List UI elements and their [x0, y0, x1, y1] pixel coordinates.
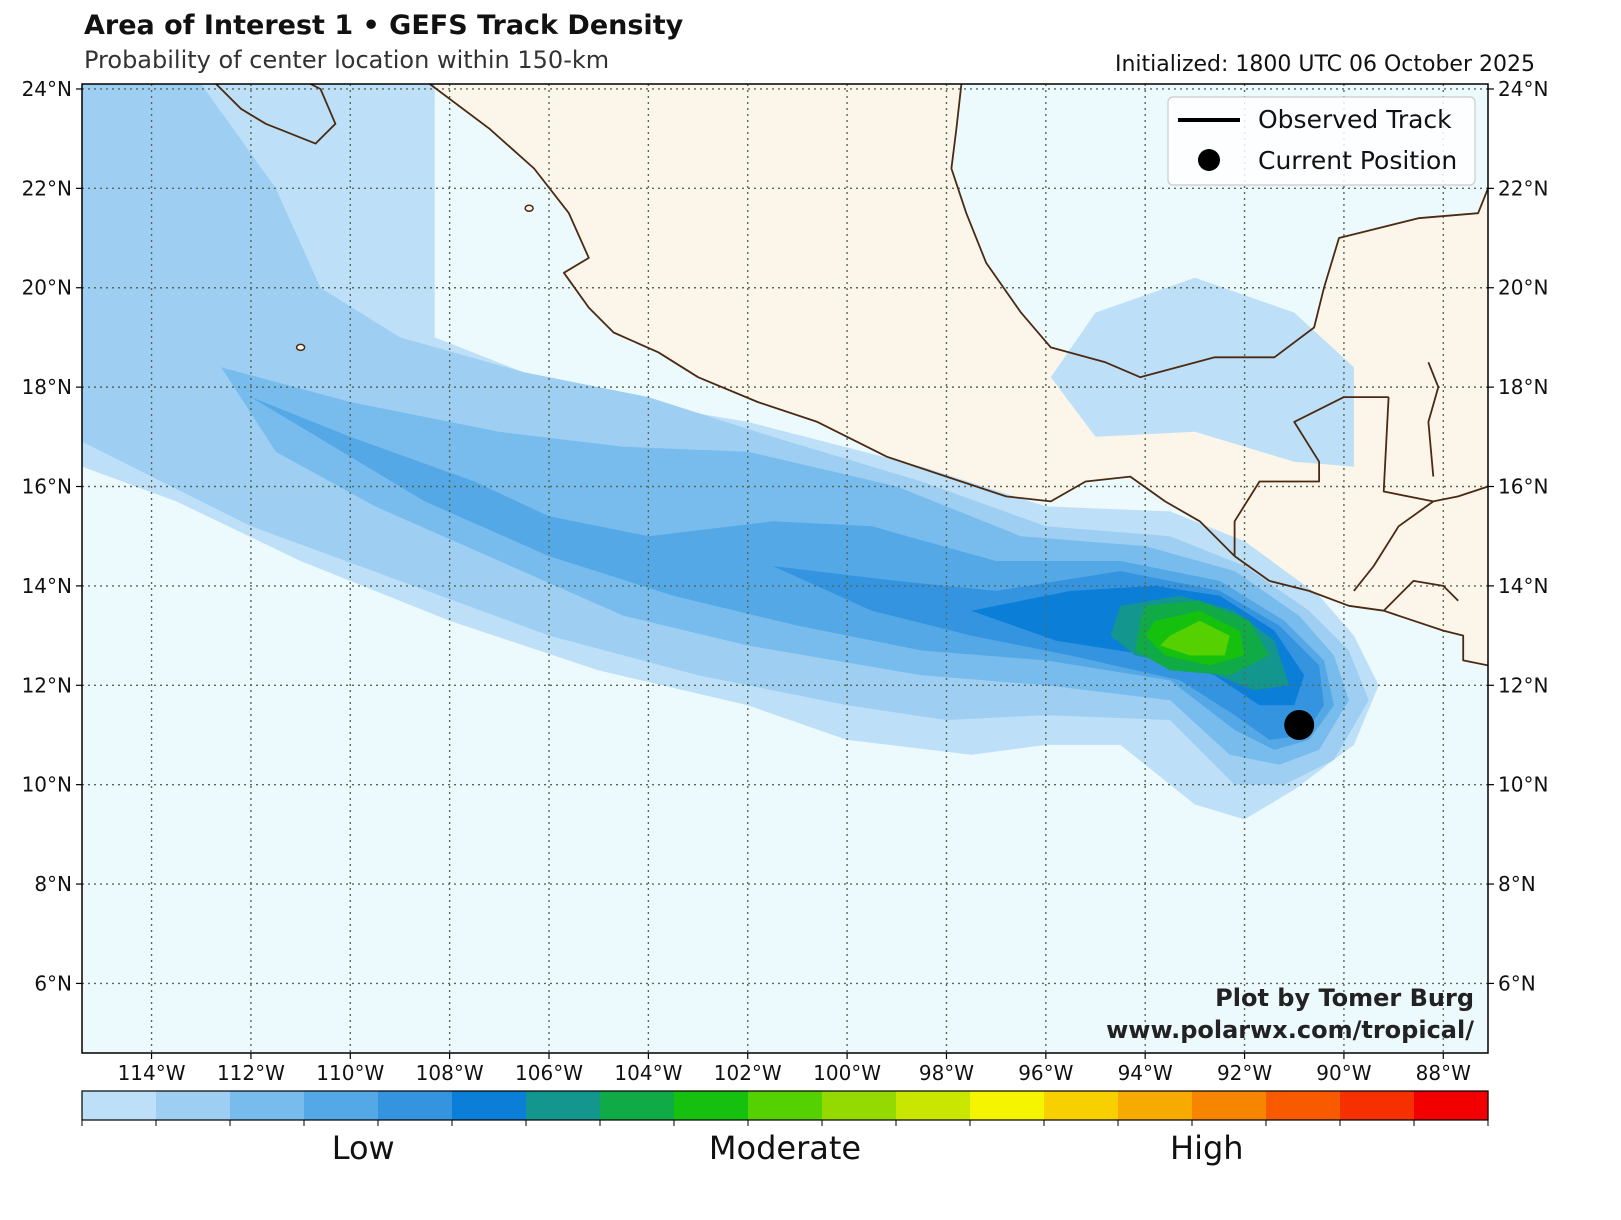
lat-tick-label-right: 8°N: [1498, 872, 1536, 896]
lat-tick-label-right: 18°N: [1498, 375, 1548, 399]
colorbar-label: High: [1170, 1129, 1244, 1167]
lat-tick-label-left: 6°N: [34, 971, 72, 995]
legend-box: [1167, 96, 1476, 186]
lat-tick-label-right: 14°N: [1498, 574, 1548, 598]
colorbar-swatch: [748, 1091, 823, 1120]
colorbar-swatch: [600, 1091, 675, 1120]
lat-tick-label-right: 20°N: [1498, 276, 1548, 300]
colorbar-swatch: [1118, 1091, 1193, 1120]
colorbar-swatch: [526, 1091, 601, 1120]
lon-tick-label: 112°W: [217, 1061, 285, 1085]
colorbar-swatch: [822, 1091, 897, 1120]
colorbar-swatch: [896, 1091, 971, 1120]
lat-tick-label-left: 16°N: [22, 475, 72, 499]
coastline: [1353, 500, 1434, 592]
density-layer: [82, 84, 1379, 820]
island: [524, 204, 534, 212]
colorbar-swatch: [674, 1091, 749, 1120]
density-band-level-1: [1050, 277, 1354, 467]
lon-tick-label: 104°W: [614, 1061, 682, 1085]
land-mass: [429, 84, 1488, 666]
lat-tick-label-right: 24°N: [1498, 77, 1548, 101]
lon-tick-label: 110°W: [316, 1061, 384, 1085]
lat-tick-label-left: 22°N: [22, 176, 72, 200]
colorbar-swatch: [378, 1091, 453, 1120]
lat-tick-label-right: 12°N: [1498, 673, 1548, 697]
colorbar-swatch: [304, 1091, 379, 1120]
colorbar-swatch: [230, 1091, 305, 1120]
coastline: [1427, 361, 1440, 477]
lon-tick-label: 94°W: [1118, 1061, 1173, 1085]
lat-tick-label-right: 10°N: [1498, 773, 1548, 797]
lat-tick-label-left: 14°N: [22, 574, 72, 598]
coastline: [950, 84, 1488, 379]
lat-tick-label-left: 8°N: [34, 872, 72, 896]
legend-current-position: Current Position: [1258, 146, 1457, 175]
coastline: [1233, 396, 1389, 557]
coastline: [1433, 485, 1488, 503]
lon-tick-label: 98°W: [919, 1061, 974, 1085]
land-layer: [429, 84, 1488, 666]
lon-tick-label: 102°W: [714, 1061, 782, 1085]
lat-tick-label-right: 6°N: [1498, 971, 1536, 995]
coastline: [429, 84, 1488, 667]
coastlines: [215, 84, 1488, 667]
lon-tick-label: 88°W: [1416, 1061, 1471, 1085]
lat-tick-label-left: 20°N: [22, 276, 72, 300]
current-position-marker: [1284, 710, 1315, 741]
lat-tick-label-right: 22°N: [1498, 176, 1548, 200]
colorbar: Low Moderate High: [81, 1090, 1489, 1167]
island: [295, 343, 306, 352]
lat-tick-label-left: 10°N: [22, 773, 72, 797]
lon-tick-label: 96°W: [1018, 1061, 1073, 1085]
lat-tick-label-right: 16°N: [1498, 475, 1548, 499]
colorbar-swatch: [1044, 1091, 1119, 1120]
colorbar-swatch: [452, 1091, 527, 1120]
colorbar-swatch: [1340, 1091, 1415, 1120]
colorbar-swatch: [1266, 1091, 1341, 1120]
colorbar-label: Low: [332, 1129, 395, 1167]
map-subtitle: Probability of center location within 15…: [84, 46, 610, 74]
lon-tick-label: 100°W: [813, 1061, 881, 1085]
initialized-time: Initialized: 1800 UTC 06 October 2025: [1114, 52, 1535, 77]
coastline: [215, 84, 337, 145]
colorbar-swatch: [82, 1091, 157, 1120]
colorbar-label: Moderate: [709, 1129, 861, 1167]
legend-observed-track: Observed Track: [1258, 105, 1452, 134]
lon-tick-label: 90°W: [1316, 1061, 1371, 1085]
coastline: [1382, 397, 1434, 503]
density-band-level-10: [1160, 620, 1230, 656]
lat-tick-label-left: 24°N: [22, 77, 72, 101]
map-title: Area of Interest 1 • GEFS Track Density: [84, 10, 684, 41]
lon-tick-label: 108°W: [416, 1061, 484, 1085]
credit-url: www.polarwx.com/tropical/: [1106, 1016, 1474, 1044]
colorbar-swatch: [1192, 1091, 1267, 1120]
colorbar-swatch: [970, 1091, 1045, 1120]
lon-tick-label: 114°W: [118, 1061, 186, 1085]
coastline: [1383, 580, 1459, 612]
legend: Observed Track Current Position: [1167, 96, 1476, 186]
colorbar-swatch: [156, 1091, 231, 1120]
axis-ticks: 114°W 112°W 110°W 108°W 106°W 104°W 102°W 100°W…: [22, 77, 1549, 1085]
gridlines: [82, 84, 1488, 1053]
credit-author: Plot by Tomer Burg: [1215, 984, 1474, 1012]
lat-tick-label-left: 18°N: [22, 375, 72, 399]
lat-tick-label-left: 12°N: [22, 673, 72, 697]
map-frame: [81, 83, 1489, 1054]
current-position-swatch: [1198, 149, 1220, 171]
colorbar-swatch: [1414, 1091, 1489, 1120]
lon-tick-label: 106°W: [515, 1061, 583, 1085]
lon-tick-label: 92°W: [1217, 1061, 1272, 1085]
